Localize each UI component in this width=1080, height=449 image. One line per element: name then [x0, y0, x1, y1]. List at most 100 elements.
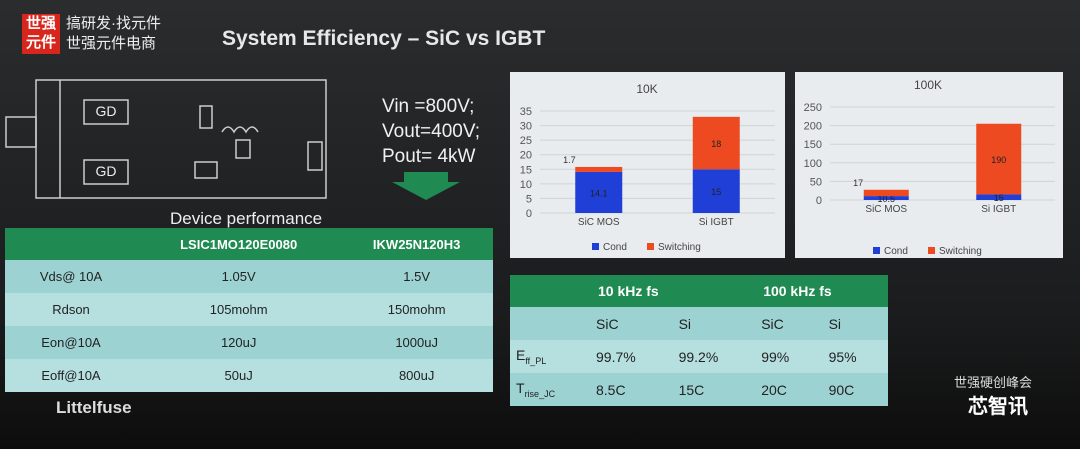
table-cell: 20C — [761, 381, 787, 398]
chart-title: 10K — [636, 82, 657, 96]
legend-label: Cond — [603, 242, 627, 253]
legend-swatch — [873, 247, 880, 254]
table-cell: 15C — [678, 381, 705, 398]
x-tick-label: SiC MOS — [865, 204, 907, 215]
y-tick-label: 35 — [520, 106, 532, 118]
value-label: 15 — [994, 193, 1004, 203]
header-cell: 100 kHz fs — [753, 275, 888, 307]
event: 世强硬创峰会 — [954, 375, 1033, 390]
down-arrow — [392, 172, 460, 200]
value-label: 190 — [991, 155, 1006, 165]
value-label: 14.1 — [590, 188, 608, 198]
legend-label: Cond — [884, 246, 908, 257]
y-tick-label: 250 — [804, 102, 822, 114]
bar-segment — [976, 194, 1022, 200]
legend-label: Switching — [658, 242, 701, 253]
fs-table: 10 kHz fs 100 kHz fs SiC Si SiC Si Eff_PL 99.… — [510, 275, 888, 406]
specs: Vin =800V; Vout=400V; Pout= 4kW — [382, 94, 480, 169]
y-tick-label: 200 — [804, 121, 822, 133]
table-cell: 800uJ — [398, 368, 435, 383]
row-label-sub: ff_PL — [525, 355, 547, 366]
spec: Vout=400V; — [382, 121, 481, 142]
y-tick-label: 150 — [804, 139, 822, 151]
logo: 世强 元件 — [22, 14, 60, 54]
table-row: Vds@ 10A 1.05V 1.5V — [5, 260, 493, 293]
legend-swatch — [647, 243, 654, 250]
x-tick-label: SiC MOS — [578, 217, 620, 228]
header-cell: IKW25N120H3 — [340, 228, 493, 260]
brand: 搞研发·找元件 世强元件电商 — [66, 14, 161, 54]
y-tick-label: 10 — [520, 179, 532, 191]
legend-swatch — [592, 243, 599, 250]
table-row: Eoff@10A 50uJ 800uJ — [5, 359, 493, 392]
y-tick-label: 0 — [526, 208, 532, 220]
bar-segment — [692, 116, 740, 170]
row-label-sub: rise_JC — [524, 388, 556, 399]
row-label-main: T — [516, 380, 525, 397]
subheader-row: SiC Si SiC Si — [510, 307, 888, 340]
logo-bottom: 元件 — [25, 34, 56, 51]
spec: Pout= 4kW — [382, 146, 476, 167]
table-cell: 95% — [828, 348, 857, 365]
row-label: Trise_JC — [510, 373, 588, 406]
table-cell: Eoff@10A — [41, 368, 101, 383]
table-cell: 99% — [761, 348, 790, 365]
table-cell: 105mohm — [209, 302, 268, 317]
table-cell: 1.05V — [221, 269, 256, 284]
legend-label: Switching — [939, 246, 982, 257]
bar-segment — [575, 166, 623, 172]
spec: Vin =800V; — [382, 96, 475, 117]
subheader-cell: SiC — [761, 315, 784, 332]
table-cell: 50uJ — [224, 368, 253, 383]
table-row: Eon@10A 120uJ 1000uJ — [5, 326, 493, 359]
value-label: 10.5 — [877, 194, 895, 204]
table-cell: Eon@10A — [41, 335, 101, 350]
table-cell: 90C — [828, 381, 855, 398]
y-tick-label: 15 — [520, 164, 532, 176]
value-label: 1.7 — [563, 155, 576, 165]
device-table: LSIC1MO120E0080 IKW25N120H3 Vds@ 10A 1.05… — [5, 228, 493, 392]
slide-title: System Efficiency – SiC vs IGBT — [222, 27, 546, 50]
gd-label: GD — [96, 103, 117, 119]
header-row: 10 kHz fs 100 kHz fs — [510, 275, 888, 307]
y-tick-label: 25 — [520, 135, 532, 147]
bar-segment — [575, 171, 623, 213]
circuit-diagram: GD GD — [5, 79, 327, 199]
subheader-cell: SiC — [596, 315, 619, 332]
table-cell: Vds@ 10A — [39, 269, 103, 284]
subheader-cell: Si — [678, 315, 692, 332]
x-tick-label: Si IGBT — [699, 217, 734, 228]
bar-segment — [863, 189, 909, 197]
legend-swatch — [928, 247, 935, 254]
y-tick-label: 20 — [520, 150, 532, 162]
y-tick-label: 5 — [526, 193, 532, 205]
brand-name: 世强元件电商 — [66, 35, 157, 52]
table-cell: 150mohm — [387, 302, 446, 317]
x-tick-label: Si IGBT — [981, 204, 1016, 215]
value-label: 15 — [711, 187, 721, 197]
value-label: 17 — [853, 178, 863, 188]
table-cell: 120uJ — [220, 335, 257, 350]
y-tick-label: 0 — [816, 195, 822, 207]
header-row: LSIC1MO120E0080 IKW25N120H3 — [5, 228, 493, 260]
table-cell: Rdson — [52, 302, 90, 317]
table-cell: 1000uJ — [395, 335, 438, 350]
bar-segment — [976, 123, 1022, 195]
table-cell: 1.5V — [403, 269, 431, 284]
logo-top: 世强 — [25, 15, 56, 32]
slogan: 搞研发·找元件 — [66, 15, 161, 32]
table-cell: 99.7% — [596, 348, 636, 365]
row-label-main: E — [516, 347, 526, 364]
value-label: 18 — [711, 139, 721, 149]
y-tick-label: 30 — [520, 121, 532, 133]
table-cell: 99.2% — [678, 348, 719, 365]
table-title: Device performance — [170, 209, 323, 228]
table-cell: 8.5C — [596, 381, 626, 398]
chart-title: 100K — [914, 78, 942, 92]
table-cell — [510, 307, 588, 340]
table-row: Eff_PL 99.7% 99.2% 99% 95% — [510, 340, 888, 373]
account: 芯智讯 — [968, 396, 1028, 418]
table-row: Rdson 105mohm 150mohm — [5, 293, 493, 326]
y-tick-label: 100 — [804, 158, 822, 170]
